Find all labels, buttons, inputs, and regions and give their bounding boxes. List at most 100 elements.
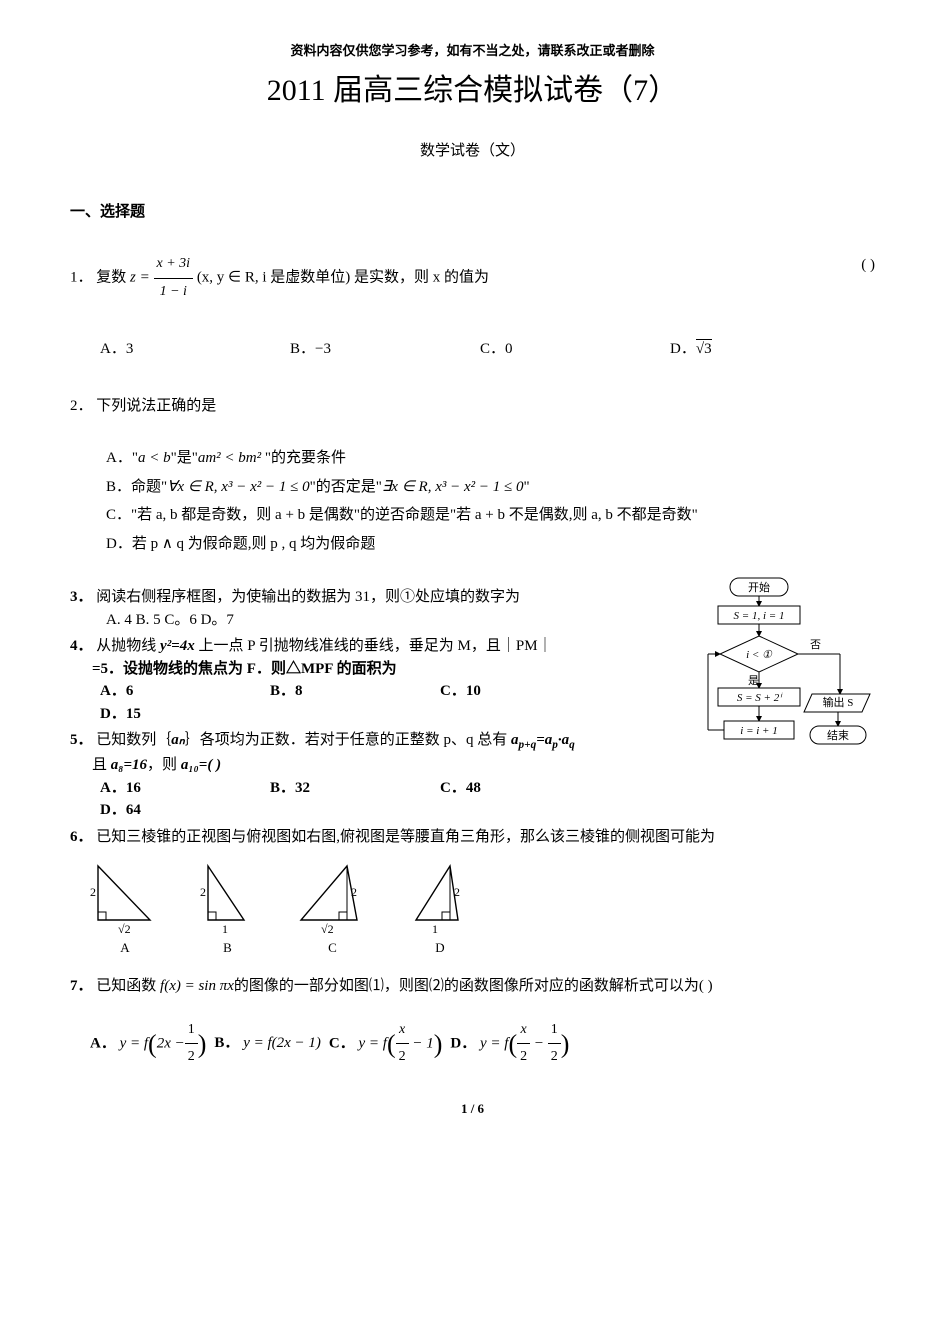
q4-choices: A．6 B．8 C．10 D．15 [100,680,694,725]
q4-A: A．6 [100,680,270,703]
q7-B: B． y = f(2x − 1) [214,1029,320,1058]
q5-an: aₙ [171,732,184,748]
q4-b: 上一点 P 引抛物线准线的垂线，垂足为 M，且｜PM｜ [195,638,553,654]
q7-C-mid: − 1 [409,1035,434,1051]
main-title: 2011 届高三综合模拟试卷（7） [70,65,875,109]
q1-D: D．√3 [670,335,860,364]
flowchart: 开始 S = 1, i = 1 i < ① 否 是 S = S + 2ⁱ 输出 … [700,576,875,796]
q7-B-pre: B． [214,1035,239,1051]
q2-num: 2． [70,398,93,414]
flow-out: 输出 S [823,695,854,709]
q5-num: 5． [70,732,93,748]
q1-num: 1． [70,270,93,286]
q2-A-e2: am² < bm² [198,450,261,466]
q6-num: 6． [70,829,93,845]
svg-text:√2: √2 [118,922,131,936]
q1-frac-num: x + 3i [154,251,194,279]
q6-stem: 已知三棱锥的正视图与俯视图如右图,俯视图是等腰直角三角形，那么该三棱锥的侧视图可… [96,829,715,845]
header-note: 资料内容仅供您学习参考，如有不当之处，请联系改正或者删除 [70,40,875,59]
q4-C: C．10 [440,680,610,703]
q1-text-a: 复数 [96,270,126,286]
tri-A-label: A [90,940,160,956]
question-6: 6． 已知三棱锥的正视图与俯视图如右图,俯视图是等腰直角三角形，那么该三棱锥的侧… [70,826,875,849]
q7-C-fd: 2 [396,1044,409,1071]
triangles: 2 √2 A 2 1 B 2√2 C 2 1 D [90,858,875,956]
svg-text:2: 2 [351,885,357,899]
q2-B-e2: ∃x ∈ R, x³ − x² − 1 ≤ 0 [382,479,524,495]
q1-C: C．0 [480,335,670,364]
svg-text:1: 1 [432,922,438,936]
tri-C-label: C [295,940,370,956]
q7-D: D． y = f(x2 − 12) [450,1017,569,1071]
q5-choices: A．16 B．32 C．48 D．64 [100,777,694,822]
q7-C-pre: C． [329,1035,355,1051]
triangle-B: 2 1 B [200,858,255,956]
section-heading: 一、选择题 [70,200,875,221]
q5-d: ，则 [147,757,181,773]
q7-D-f2n: 1 [548,1017,561,1045]
flow-no: 否 [810,639,821,651]
q4-B: B．8 [270,680,440,703]
question-1: 1． 复数 z = x + 3i 1 − i (x, y ∈ R, i 是虚数单… [70,251,875,364]
q5-eq3: a₁₀=( ) [181,757,221,773]
svg-text:2: 2 [200,885,206,899]
q7-choices: A． y = f(2x −12) B． y = f(2x − 1) C． y =… [90,1017,875,1071]
q5-D: D．64 [100,799,270,822]
question-2: 2． 下列说法正确的是 A．"a < b"是"am² < bm² "的充要条件 … [70,392,875,559]
q7-D-f1n: x [517,1017,530,1045]
q1-paren: ( ) [861,251,875,280]
triangle-C: 2√2 C [295,858,370,956]
q1-choices: A．3 B．−3 C．0 D．√3 [100,335,875,364]
q4-eq: y²=4x [160,638,195,654]
q1-z: z = [130,270,150,286]
q7-A-pre: A． [90,1035,116,1051]
q7-fx: f(x) = sin πx [160,978,234,994]
q5-C: C．48 [440,777,610,800]
q7-D-f1d: 2 [517,1044,530,1071]
q3-stem: 阅读右侧程序框图，为使输出的数据为 31，则①处应填的数字为 [96,589,520,605]
q1-frac-den: 1 − i [154,279,194,306]
q2-B-mid: "的否定是" [310,479,382,495]
q2-A-pre: A．" [106,450,138,466]
q1-frac: x + 3i 1 − i [154,251,194,305]
q7-C: C． y = f(x2 − 1) [329,1017,443,1071]
q7-C-body: y = f [359,1035,387,1051]
q2-stem: 下列说法正确的是 [96,398,216,414]
q7-D-pre: D． [450,1035,476,1051]
q7-D-f2d: 2 [548,1044,561,1071]
q5-B: B．32 [270,777,440,800]
flow-cond: i < ① [746,649,773,661]
q7-A-fn: 1 [185,1017,198,1045]
svg-text:2: 2 [90,885,96,899]
q7-D-mid: − [530,1035,548,1051]
q7-A-fd: 2 [185,1044,198,1071]
q5-eq1: ap+q=ap·aq [511,732,575,748]
q7-B-body: y = f(2x − 1) [243,1035,321,1051]
q1-B: B．−3 [290,335,480,364]
q3-num: 3． [70,589,93,605]
q5-eq2: a₈=16 [111,757,147,773]
svg-text:2: 2 [454,885,460,899]
q2-A-e1: a < b [138,450,171,466]
q2-D: D．若 p ∧ q 为假命题,则 p , q 均为假命题 [106,530,875,559]
page-number: 1 / 6 [70,1101,875,1117]
q2-B-e1: ∀x ∈ R, x³ − x² − 1 ≤ 0 [167,479,309,495]
flow-step1: S = S + 2ⁱ [737,692,783,704]
q2-C: C．"若 a, b 都是奇数，则 a + b 是偶数"的逆否命题是"若 a + … [106,501,875,530]
q5-A: A．16 [100,777,270,800]
q2-A: A．"a < b"是"am² < bm² "的充要条件 [106,444,875,473]
q7-C-fn: x [396,1017,409,1045]
q5-c: 且 [92,757,111,773]
q4-a: 从抛物线 [96,638,160,654]
tri-B-label: B [200,940,255,956]
tri-D-label: D [410,940,470,956]
q2-B-post: " [523,479,529,495]
question-7: 7． 已知函数 f(x) = sin πx的图像的一部分如图⑴，则图⑵的函数图像… [70,972,875,1071]
q7-b: 的图像的一部分如图⑴，则图⑵的函数图像所对应的函数解析式可以为( ) [234,978,713,994]
svg-text:1: 1 [222,922,228,936]
q7-A-body: y = f [120,1035,148,1051]
q4-num: 4． [70,638,93,654]
q1-text-b: (x, y ∈ R, i 是虚数单位) 是实数，则 x 的值为 [197,270,489,286]
q5-b: ｝各项均为正数．若对于任意的正整数 p、q 总有 [185,732,511,748]
flow-end: 结束 [827,729,849,742]
